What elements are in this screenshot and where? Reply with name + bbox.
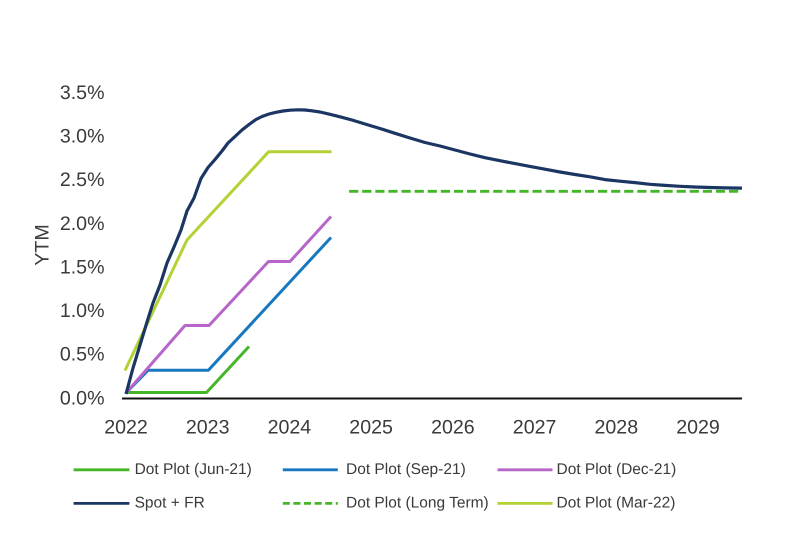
svg-text:1.0%: 1.0%: [60, 300, 105, 322]
svg-text:2026: 2026: [431, 416, 475, 438]
svg-text:YTM: YTM: [32, 224, 54, 265]
svg-text:0.0%: 0.0%: [60, 387, 105, 409]
svg-text:2.5%: 2.5%: [60, 169, 105, 191]
svg-text:Spot + FR: Spot + FR: [135, 495, 205, 512]
svg-text:1.5%: 1.5%: [60, 256, 105, 278]
svg-text:Dot Plot (Jun-21): Dot Plot (Jun-21): [135, 461, 252, 478]
svg-text:0.5%: 0.5%: [60, 344, 105, 366]
svg-text:3.5%: 3.5%: [60, 82, 105, 104]
svg-text:2.0%: 2.0%: [60, 213, 105, 235]
svg-text:Dot Plot (Sep-21): Dot Plot (Sep-21): [346, 461, 466, 478]
svg-text:3.0%: 3.0%: [60, 126, 105, 148]
svg-text:2029: 2029: [676, 416, 720, 438]
svg-text:Dot Plot (Mar-22): Dot Plot (Mar-22): [557, 495, 676, 512]
svg-text:2027: 2027: [513, 416, 557, 438]
svg-text:2023: 2023: [186, 416, 230, 438]
svg-text:2022: 2022: [104, 416, 148, 438]
svg-text:Dot Plot (Dec-21): Dot Plot (Dec-21): [557, 461, 677, 478]
svg-text:2024: 2024: [268, 416, 312, 438]
svg-text:Dot Plot (Long Term): Dot Plot (Long Term): [346, 495, 489, 512]
svg-text:2028: 2028: [595, 416, 639, 438]
svg-text:2025: 2025: [349, 416, 393, 438]
